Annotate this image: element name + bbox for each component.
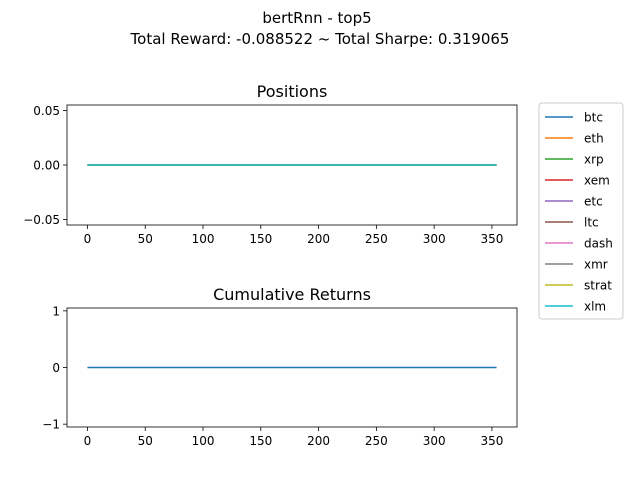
x-tick-label: 100 — [192, 232, 215, 246]
y-tick-label: 0.00 — [33, 159, 60, 173]
legend-label-eth: eth — [584, 132, 604, 146]
legend-label-strat: strat — [584, 279, 612, 293]
x-tick-label: 200 — [307, 434, 330, 448]
y-tick-label: 0.05 — [33, 104, 60, 118]
legend: btc eth xrp xem etc ltc dash xmr strat xlm — [538, 102, 624, 320]
legend-label-etc: etc — [584, 195, 603, 209]
positions-plot: Positions 0 50 100 150 200 250 300 350 −0.05 0.00 0… — [23, 82, 518, 246]
x-tick-label: 50 — [138, 232, 153, 246]
x-tick-label: 0 — [84, 232, 92, 246]
y-tick-label: −1 — [42, 418, 60, 432]
legend-frame — [538, 102, 624, 320]
y-tick-label: 0 — [52, 361, 60, 375]
cumulative-returns-plot: Cumulative Returns 0 50 100 150 200 250 300 350 −… — [42, 285, 518, 448]
x-tick-label: 250 — [365, 434, 388, 448]
y-tick-label: −0.05 — [23, 213, 60, 227]
plot-title: Cumulative Returns — [213, 285, 371, 304]
x-tick-label: 100 — [192, 434, 215, 448]
legend-label-xmr: xmr — [584, 258, 608, 272]
legend-label-dash: dash — [584, 237, 613, 251]
x-tick-label: 200 — [307, 232, 330, 246]
figure-title-line1: bertRnn - top5 — [262, 9, 371, 27]
plot-title: Positions — [257, 82, 328, 101]
y-tick-label: 1 — [52, 304, 60, 318]
legend-label-xrp: xrp — [584, 153, 604, 167]
x-tick-label: 350 — [480, 434, 503, 448]
x-tick-label: 150 — [249, 434, 272, 448]
x-tick-label: 350 — [480, 232, 503, 246]
x-tick-label: 0 — [84, 434, 92, 448]
x-tick-label: 250 — [365, 232, 388, 246]
x-tick-label: 300 — [423, 434, 446, 448]
legend-label-xlm: xlm — [584, 300, 606, 314]
legend-label-ltc: ltc — [584, 216, 599, 230]
x-tick-label: 300 — [423, 232, 446, 246]
x-tick-label: 50 — [138, 434, 153, 448]
x-tick-label: 150 — [249, 232, 272, 246]
legend-label-btc: btc — [584, 111, 603, 125]
legend-label-xem: xem — [584, 174, 610, 188]
figure-title-line2: Total Reward: -0.088522 ~ Total Sharpe: … — [130, 30, 510, 48]
